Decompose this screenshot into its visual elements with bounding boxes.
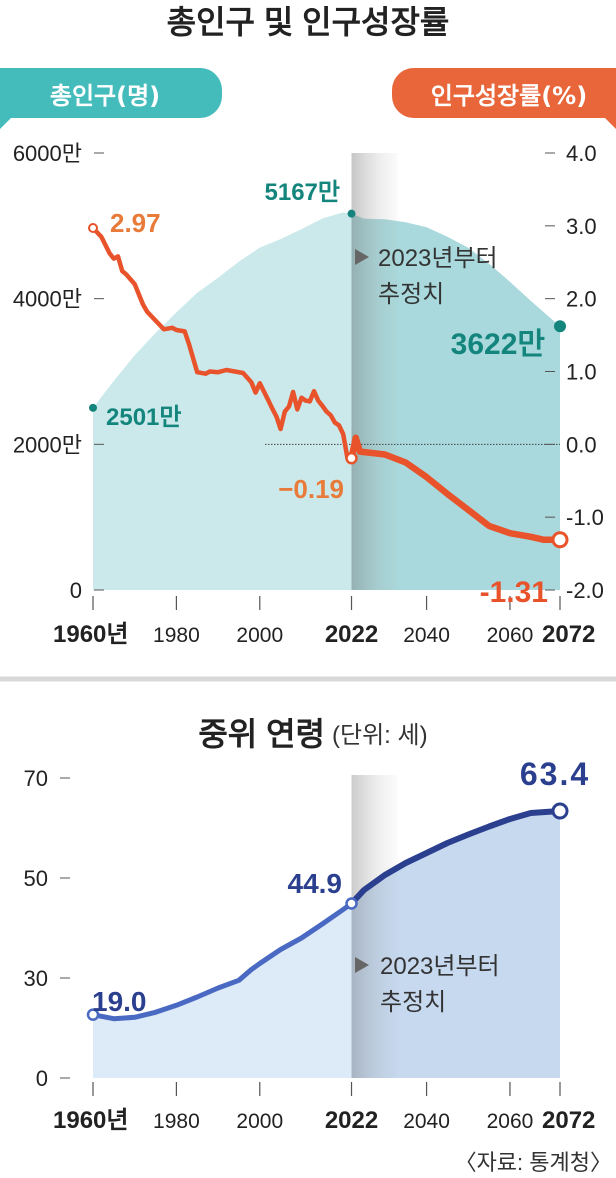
growth-rate-marker-1960 [88, 223, 98, 234]
growth-rate-marker-2022 [345, 451, 358, 465]
right-tick-label: -1.0 [566, 505, 604, 530]
right-tick-label: 1.0 [566, 360, 597, 385]
median-age-line-historical [90, 901, 354, 1022]
population-area-historical [93, 212, 352, 590]
growth-rate-axis-label: 인구성장률(%) [392, 68, 616, 118]
projection-shade [351, 153, 398, 590]
x-tick-label-2: 1960년 [53, 1107, 128, 1134]
age-tick-label: 50 [24, 866, 48, 891]
population-marker-1960 [89, 403, 97, 412]
x-tick-label: 2022 [325, 621, 378, 648]
population-marker-2072 [554, 320, 566, 333]
chart2-unit-note: (단위: 세) [332, 722, 428, 749]
right-tick-label: 3.0 [566, 214, 597, 239]
population-axis-label-tail [0, 117, 12, 129]
growth-rate-line-projection [348, 434, 564, 543]
growth-rate-marker-2072 [551, 531, 569, 549]
population-label-2072: 3622만 [451, 328, 546, 361]
median-age-line-projection [348, 808, 563, 907]
population-axis-label: 총인구(명) [0, 68, 222, 118]
growth-rate-axis-label-tail [604, 117, 616, 129]
x-tick-label: 1980 [153, 624, 200, 647]
median-age-label-2072: 63.4 [520, 756, 590, 792]
projection-note-arrow-2 [355, 957, 369, 973]
right-tick-label: 4.0 [566, 141, 597, 166]
age-tick-label: 70 [24, 766, 48, 791]
growth-rate-line-historical [90, 225, 354, 461]
left-tick-label: 4000만 [13, 287, 82, 312]
projection-note-2-line1: 2023년부터 [380, 953, 500, 980]
growth-rate-label-2022: −0.19 [278, 474, 344, 504]
growth-rate-label-1960: 2.97 [110, 208, 161, 238]
median-age-area-projection [351, 811, 560, 1078]
x-tick-label-2: 2022 [325, 1107, 378, 1134]
projection-note-2-line2: 추정치 [380, 989, 446, 1016]
source-note: 〈자료: 통계청〉 [455, 1150, 612, 1175]
median-age-marker-1960 [86, 1008, 100, 1021]
projection-note-line2: 추정치 [378, 281, 444, 308]
median-age-marker-2022 [345, 897, 358, 910]
projection-note-arrow [355, 249, 369, 265]
chart2-title: 중위 연령 [198, 716, 325, 752]
population-area-projection [351, 213, 560, 590]
right-tick-label: 2.0 [566, 287, 597, 312]
age-tick-label: 30 [24, 966, 48, 991]
projection-note-line1: 2023년부터 [378, 245, 498, 272]
x-tick-label-2: 2040 [403, 1110, 450, 1133]
x-tick-label: 2040 [403, 624, 450, 647]
projection-shade-2 [351, 775, 398, 1078]
left-tick-label: 0 [70, 578, 82, 603]
x-tick-label: 2072 [542, 621, 595, 648]
x-tick-label-2: 2072 [542, 1107, 595, 1134]
median-age-label-2022: 44.9 [288, 868, 343, 899]
age-tick-label: 0 [36, 1066, 48, 1091]
median-age-marker-2072 [551, 802, 569, 820]
right-tick-label: -2.0 [566, 578, 604, 603]
x-tick-label-2: 2000 [236, 1110, 283, 1133]
chart1-title: 총인구 및 인구성장률 [167, 4, 450, 40]
x-tick-label: 1960년 [53, 621, 128, 648]
population-marker-2022 [347, 209, 356, 218]
right-tick-label: 0.0 [566, 432, 597, 457]
x-tick-label-2: 1980 [153, 1110, 200, 1133]
x-tick-label: 2060 [487, 624, 534, 647]
median-age-label-1960: 19.0 [92, 986, 147, 1017]
growth-rate-label-2072: -1.31 [480, 576, 548, 609]
x-tick-label-2: 2060 [487, 1110, 534, 1133]
left-tick-label: 2000만 [13, 432, 82, 457]
population-label-2022: 5167만 [265, 179, 340, 206]
left-tick-label: 6000만 [13, 141, 82, 166]
x-tick-label: 2000 [236, 624, 283, 647]
population-label-1960: 2501만 [106, 404, 181, 431]
